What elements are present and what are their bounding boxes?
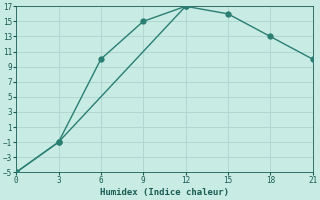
X-axis label: Humidex (Indice chaleur): Humidex (Indice chaleur) bbox=[100, 188, 229, 197]
